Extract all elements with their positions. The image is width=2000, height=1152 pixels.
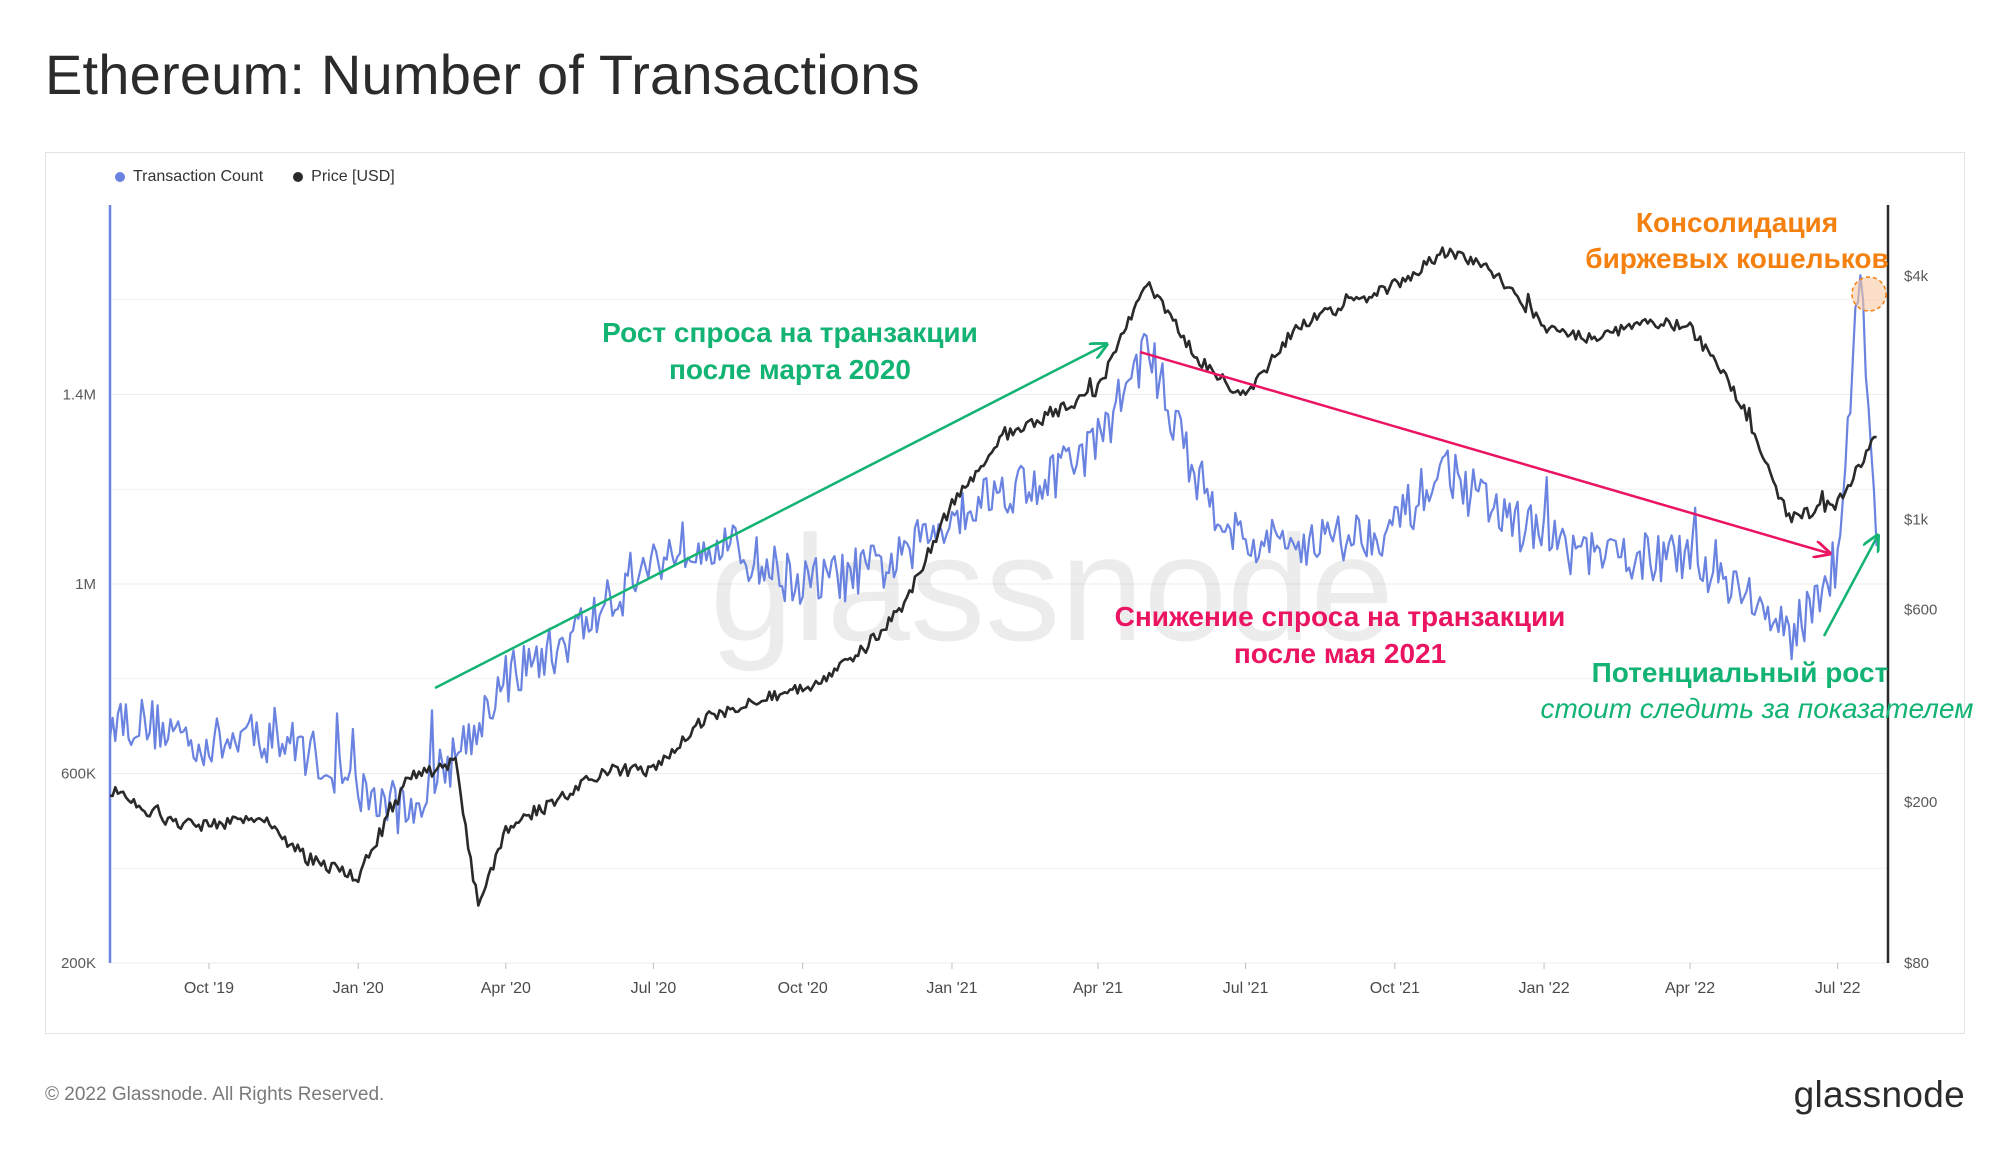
y-left-tick-label: 1.4M bbox=[63, 387, 96, 404]
annotation-consolidation-line1: Консолидация bbox=[1636, 207, 1838, 238]
y-right-tick-label: $600 bbox=[1904, 601, 1937, 618]
drop-arrow bbox=[1139, 350, 1828, 553]
x-tick-label: Oct '19 bbox=[184, 980, 234, 997]
annotation-consolidation-line2: биржевых кошельков bbox=[1585, 243, 1888, 274]
annotation-rise-line2: после марта 2020 bbox=[669, 354, 911, 385]
page-title: Ethereum: Number of Transactions bbox=[45, 43, 920, 106]
x-tick-label: Jul '21 bbox=[1223, 980, 1269, 997]
x-tick-label: Apr '21 bbox=[1073, 980, 1123, 997]
x-tick-label: Jul '20 bbox=[631, 980, 677, 997]
rise-arrow bbox=[434, 345, 1105, 690]
y-left-tick-label: 200K bbox=[61, 955, 96, 972]
y-right-tick-label: $80 bbox=[1904, 955, 1929, 972]
legend-label: Price [USD] bbox=[311, 168, 395, 185]
consolidation-marker bbox=[1851, 276, 1887, 312]
y-right-tick-label: $200 bbox=[1904, 794, 1937, 811]
annotation-drop-line1: Снижение спроса на транзакции bbox=[1115, 601, 1566, 632]
potential-arrow bbox=[1822, 537, 1877, 637]
legend-item-price[interactable]: Price [USD] bbox=[293, 168, 395, 186]
series-line-transaction-count bbox=[108, 274, 1878, 835]
chart-panel bbox=[45, 152, 1965, 1034]
chart-legend: Transaction Count Price [USD] bbox=[115, 168, 395, 186]
x-tick-label: Jan '21 bbox=[926, 980, 977, 997]
y-left-tick-label: 600K bbox=[61, 766, 96, 783]
annotation-drop-line2: после мая 2021 bbox=[1234, 638, 1446, 669]
x-tick-label: Jan '22 bbox=[1519, 980, 1570, 997]
x-tick-label: Apr '22 bbox=[1665, 980, 1715, 997]
watermark: glassnode bbox=[710, 504, 1394, 672]
annotation-potential-line1: Потенциальный рост bbox=[1592, 657, 1889, 688]
x-tick-label: Oct '20 bbox=[778, 980, 828, 997]
y-right-tick-label: $1k bbox=[1904, 512, 1929, 529]
x-tick-label: Apr '20 bbox=[481, 980, 531, 997]
legend-dot-price bbox=[293, 172, 304, 182]
legend-label: Transaction Count bbox=[133, 168, 264, 185]
legend-dot-tx bbox=[115, 172, 125, 182]
x-tick-label: Jan '20 bbox=[333, 980, 384, 997]
legend-item-transaction-count[interactable]: Transaction Count bbox=[115, 168, 263, 186]
y-left-tick-label: 1M bbox=[75, 576, 96, 593]
annotation-rise-line1: Рост спроса на транзакции bbox=[602, 317, 978, 348]
annotation-potential-line2: стоит следить за показателем bbox=[1541, 693, 1974, 724]
series-line-price bbox=[109, 246, 1877, 907]
x-tick-label: Oct '21 bbox=[1370, 980, 1420, 997]
glassnode-logo[interactable]: glassnode bbox=[1793, 1074, 1965, 1115]
copyright-text: © 2022 Glassnode. All Rights Reserved. bbox=[45, 1084, 385, 1105]
x-tick-label: Jul '22 bbox=[1815, 980, 1861, 997]
y-right-tick-label: $4k bbox=[1904, 268, 1929, 285]
